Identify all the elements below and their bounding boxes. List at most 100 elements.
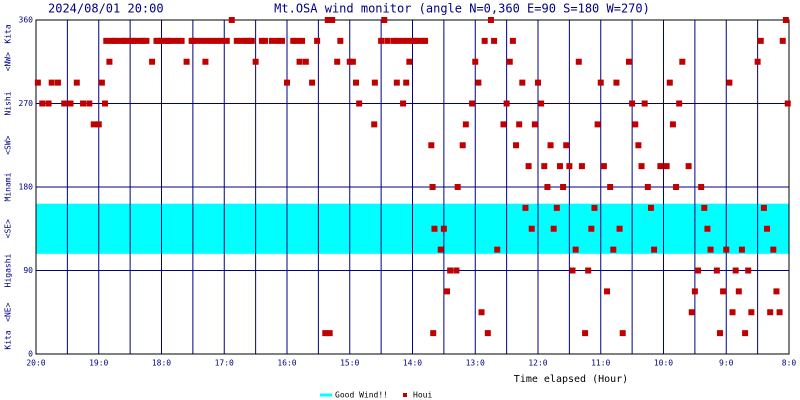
data-point	[61, 100, 68, 107]
direction-label: Kita	[4, 330, 13, 349]
data-point	[158, 37, 165, 44]
data-point	[723, 246, 730, 253]
data-point	[324, 17, 331, 23]
timestamp: 2024/08/01 20:00	[48, 2, 164, 16]
direction-label: <SW>	[4, 135, 13, 154]
data-point	[764, 225, 771, 232]
y-tick-label: 90	[23, 266, 33, 275]
data-point	[610, 246, 617, 253]
data-point	[444, 288, 451, 295]
data-point	[585, 267, 592, 274]
data-point	[238, 37, 245, 44]
data-point	[268, 37, 275, 44]
x-tick-label: 11:0	[591, 359, 610, 368]
y-tick-label: 180	[19, 183, 34, 192]
data-point	[203, 37, 210, 44]
data-point	[103, 37, 110, 44]
data-point	[635, 142, 642, 149]
data-point	[767, 309, 774, 316]
data-point	[462, 121, 469, 128]
data-point	[701, 204, 708, 211]
chart-title: Mt.OSA wind monitor (angle N=0,360 E=90 …	[274, 2, 650, 16]
x-tick-label: 8:0	[782, 359, 797, 368]
data-point	[299, 37, 306, 44]
data-point	[651, 246, 658, 253]
x-axis-label: Time elapsed (Hour)	[514, 374, 628, 385]
data-point	[294, 37, 301, 44]
data-point	[673, 184, 680, 190]
data-point	[613, 79, 620, 86]
data-point	[742, 330, 749, 337]
data-point	[406, 58, 413, 65]
data-point	[233, 37, 240, 44]
data-point	[346, 58, 353, 65]
data-point	[547, 142, 554, 149]
data-point	[506, 58, 513, 65]
data-point	[334, 58, 341, 65]
data-point	[644, 184, 651, 190]
data-point	[431, 225, 438, 232]
data-point	[183, 58, 190, 65]
x-tick-label: 9:0	[719, 359, 734, 368]
data-point	[447, 267, 454, 274]
data-point	[641, 100, 648, 107]
data-point	[528, 225, 535, 232]
data-point	[535, 79, 541, 86]
data-point	[669, 121, 676, 128]
y-tick-label: 270	[19, 99, 34, 108]
data-point	[509, 37, 516, 44]
data-point	[582, 330, 589, 337]
data-point	[600, 163, 607, 170]
data-point	[707, 246, 714, 253]
data-point	[54, 79, 61, 86]
data-point	[738, 246, 745, 253]
data-point	[632, 121, 639, 128]
direction-label: Minami	[4, 172, 13, 201]
data-point	[531, 121, 538, 128]
data-point	[102, 100, 109, 107]
data-point	[133, 37, 140, 44]
data-point	[607, 184, 614, 190]
data-point	[735, 288, 742, 295]
data-point	[168, 37, 175, 44]
data-point	[329, 17, 336, 23]
x-tick-label: 13:0	[466, 359, 485, 368]
data-point	[349, 58, 356, 65]
direction-label: Kita	[4, 24, 13, 43]
data-point	[399, 37, 406, 44]
legend-label: Houi	[413, 391, 432, 400]
data-point	[553, 204, 560, 211]
data-point	[597, 79, 604, 86]
data-point	[228, 17, 235, 23]
data-point	[588, 225, 595, 232]
data-point	[698, 184, 705, 190]
data-point	[575, 58, 582, 65]
data-point	[478, 309, 485, 316]
x-tick-label: 15:0	[340, 359, 359, 368]
data-point	[384, 37, 391, 44]
data-point	[113, 37, 120, 44]
data-point	[676, 100, 683, 107]
data-point	[95, 121, 102, 128]
data-point	[679, 58, 686, 65]
data-point	[45, 100, 52, 107]
data-point	[213, 37, 220, 44]
data-point	[513, 142, 520, 149]
data-point	[98, 79, 105, 86]
x-tick-label: 16:0	[277, 359, 296, 368]
data-point	[381, 17, 388, 23]
data-point	[34, 79, 41, 86]
data-point	[149, 58, 156, 65]
data-point	[400, 100, 407, 107]
data-point	[80, 100, 87, 107]
y-tick-label: 360	[19, 16, 34, 25]
data-point	[484, 330, 491, 337]
data-point	[371, 121, 378, 128]
data-point	[578, 163, 585, 170]
data-point	[657, 163, 664, 170]
data-point	[754, 58, 761, 65]
data-point	[394, 37, 401, 44]
direction-label: Nishi	[4, 91, 13, 115]
data-point	[647, 204, 654, 211]
data-point	[566, 163, 573, 170]
